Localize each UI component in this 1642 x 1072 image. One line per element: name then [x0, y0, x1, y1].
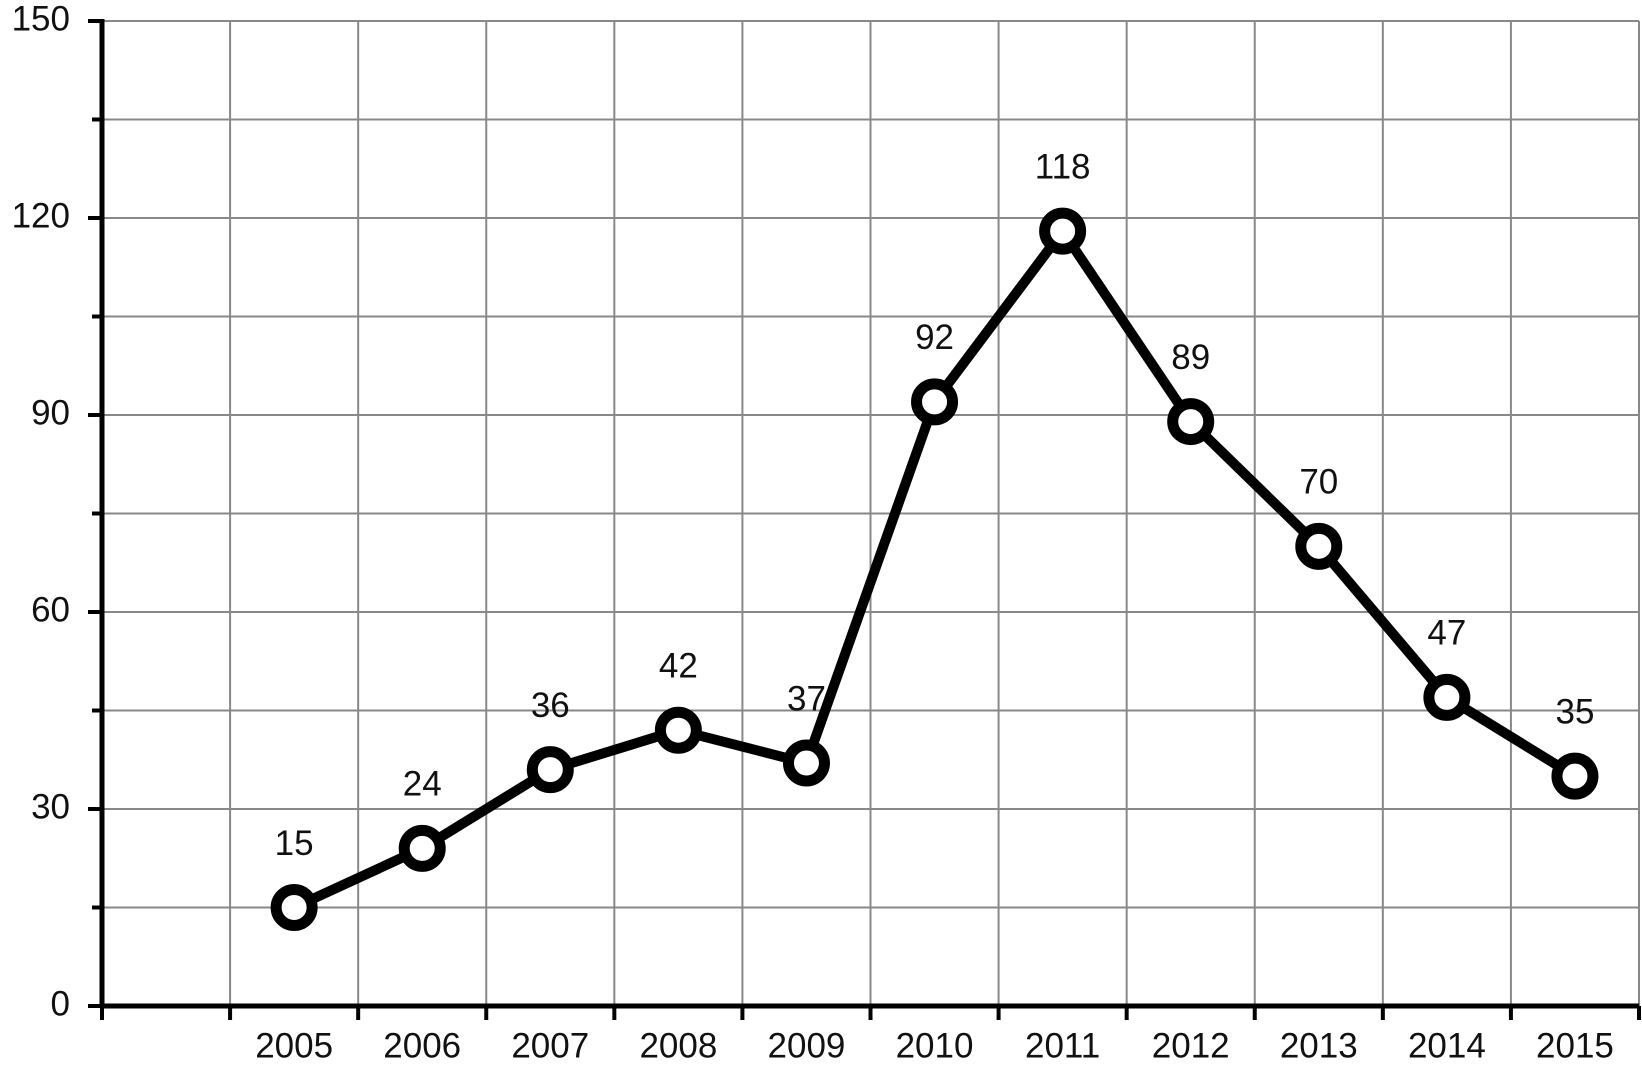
data-point: [1295, 522, 1343, 570]
x-tick-label: 2015: [1536, 1026, 1614, 1065]
data-label: 89: [1171, 338, 1210, 377]
data-label: 37: [787, 679, 826, 718]
y-tick-label: 150: [12, 0, 70, 38]
data-label: 15: [275, 824, 314, 863]
data-label: 35: [1555, 692, 1594, 731]
x-tick-label: 2011: [1025, 1026, 1100, 1065]
data-point: [1039, 207, 1087, 255]
data-point: [270, 884, 318, 931]
y-tick-label: 60: [31, 590, 70, 629]
y-tick-label: 0: [51, 984, 70, 1023]
data-label: 70: [1299, 463, 1338, 502]
x-tick-label: 2007: [511, 1026, 589, 1065]
data-label: 118: [1035, 147, 1091, 186]
x-tick-label: 2012: [1152, 1026, 1230, 1065]
x-tick-label: 2006: [383, 1026, 461, 1065]
data-point: [654, 706, 702, 754]
y-tick-label: 90: [31, 393, 70, 432]
data-label: 36: [531, 686, 570, 725]
x-tick-label: 2005: [255, 1026, 333, 1065]
y-tick-label: 120: [12, 196, 70, 235]
data-point: [1423, 673, 1471, 721]
x-tick-label: 2010: [896, 1026, 974, 1065]
data-label: 47: [1427, 614, 1466, 653]
y-tick-label: 30: [31, 787, 70, 826]
data-point: [398, 824, 446, 872]
data-label: 92: [915, 318, 954, 357]
data-label: 24: [403, 765, 442, 804]
data-point: [526, 746, 574, 794]
x-tick-label: 2009: [768, 1026, 846, 1065]
data-point: [1551, 752, 1599, 800]
x-tick-label: 2013: [1280, 1026, 1358, 1065]
x-tick-label: 2008: [639, 1026, 717, 1065]
data-point: [911, 378, 959, 426]
data-point: [782, 739, 830, 787]
x-tick-label: 2014: [1408, 1026, 1486, 1065]
data-label: 42: [659, 646, 698, 685]
data-point: [1167, 398, 1215, 446]
